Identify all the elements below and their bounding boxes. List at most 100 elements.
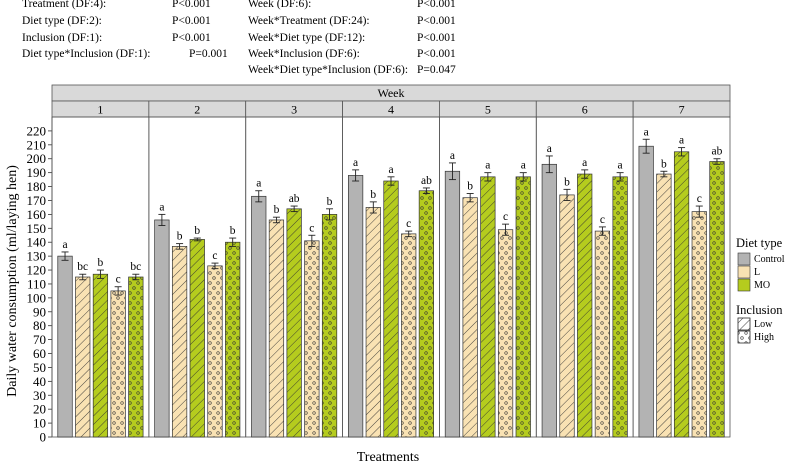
y-tick-label: 70 (33, 332, 46, 347)
significance-letter: a (450, 150, 455, 162)
y-tick-label: 60 (33, 346, 46, 361)
facet-strip-label: 6 (582, 103, 588, 117)
stat-p-diet-inclusion: P=0.001 (189, 48, 228, 60)
significance-letter: c (406, 218, 411, 230)
significance-letter: c (116, 274, 121, 286)
bar-week7-control (638, 145, 654, 438)
significance-letter: a (159, 201, 164, 213)
bar-week1-control (57, 255, 73, 438)
stat-p-week-treatment: P<0.001 (417, 15, 456, 27)
bar-pattern-high (612, 176, 628, 437)
bar-pattern-high (401, 233, 416, 437)
legend-swatch-control (737, 252, 751, 266)
stats-header: Treatment (DF:4): P<0.001 Diet type (DF:… (22, 0, 456, 76)
y-tick-label: 40 (33, 374, 46, 389)
bar-pattern-high (322, 214, 337, 437)
legend-swatch-low (737, 317, 751, 331)
bar-pattern-low (172, 246, 187, 437)
facet-strip-label: 2 (194, 103, 200, 117)
significance-letter: bc (77, 261, 88, 273)
bar-pattern-high (110, 290, 126, 437)
significance-letter: b (327, 196, 333, 208)
y-tick-label: 160 (27, 207, 47, 222)
legend-swatch-high (737, 330, 751, 344)
significance-letter: b (194, 225, 200, 237)
significance-letter: a (582, 157, 587, 169)
y-tick-label: 140 (27, 235, 47, 250)
legend-inclusion-title: Inclusion (736, 303, 783, 317)
stat-label-week-inclusion: Week*Inclusion (DF:6): (248, 48, 360, 60)
significance-letter: c (600, 214, 605, 226)
stat-label-treatment: Treatment (DF:4): (22, 0, 106, 10)
y-tick-label: 170 (27, 193, 47, 208)
significance-letter: a (62, 239, 67, 251)
significance-letter: b (230, 225, 236, 237)
legend-label-high: High (754, 332, 774, 343)
stat-label-week-diet-inclusion: Week*Diet type*Inclusion (DF:6): (248, 64, 408, 76)
stat-p-week-inclusion: P<0.001 (417, 48, 456, 60)
stat-p-week-diet-type: P<0.001 (417, 32, 456, 44)
bar-pattern-low (366, 207, 381, 437)
stat-label-week: Week (DF:6): (248, 0, 311, 10)
significance-letter: a (256, 178, 261, 190)
significance-letter: b (98, 257, 104, 269)
significance-letter: ab (421, 175, 432, 187)
stat-p-week: P<0.001 (417, 0, 456, 10)
bar-pattern-high (498, 229, 513, 437)
stat-p-treatment: P<0.001 (172, 0, 211, 10)
stat-label-week-diet-type: Week*Diet type (DF:12): (248, 32, 365, 44)
y-tick-label: 120 (27, 263, 47, 278)
legend-label-low: Low (754, 319, 773, 330)
significance-letter: a (618, 160, 623, 172)
facet-strip-label: 7 (679, 103, 685, 117)
bar-pattern-high (595, 231, 610, 437)
stat-label-diet-type: Diet type (DF:2): (22, 15, 102, 27)
y-tick-label: 90 (33, 304, 46, 319)
significance-letter: a (388, 164, 393, 176)
week-strip-title: Week (377, 86, 404, 100)
bar-pattern-high (207, 265, 223, 437)
significance-letter: b (564, 176, 570, 188)
facet-strip-label: 4 (388, 103, 394, 117)
bar-pattern-low (75, 277, 90, 437)
y-tick-label: 80 (33, 318, 46, 333)
bar-pattern-low (674, 151, 689, 438)
significance-letter: a (353, 157, 358, 169)
facet-strip-label: 3 (291, 103, 297, 117)
significance-letter: a (644, 126, 649, 138)
significance-letter: b (467, 181, 473, 193)
legend-diet-title: Diet type (736, 236, 783, 250)
y-axis: 0102030405060708090100110120130140150160… (27, 117, 53, 445)
y-tick-label: 180 (27, 179, 47, 194)
facet-strip-label: 1 (97, 103, 103, 117)
significance-letter: ab (289, 193, 300, 205)
y-tick-label: 210 (27, 137, 47, 152)
y-tick-label: 10 (33, 416, 46, 431)
bar-week6-control (541, 163, 557, 438)
significance-letter: c (212, 250, 217, 262)
stat-label-inclusion: Inclusion (DF:1): (22, 32, 102, 44)
significance-letter: c (503, 211, 508, 223)
legend-label-control: Control (754, 254, 785, 265)
significance-letter: b (661, 158, 667, 170)
stat-p-diet-type: P<0.001 (172, 15, 211, 27)
significance-letter: b (274, 204, 280, 216)
y-tick-label: 130 (27, 249, 47, 264)
bar-pattern-low (269, 219, 284, 437)
significance-letter: c (309, 222, 314, 234)
bar-week2-control (154, 219, 170, 438)
y-tick-label: 20 (33, 402, 46, 417)
bar-pattern-high (419, 190, 434, 437)
bar-pattern-low (559, 194, 575, 437)
bar-pattern-low (462, 197, 478, 437)
bar-pattern-low (577, 174, 592, 438)
bar-pattern-high (128, 277, 144, 437)
significance-letter: c (697, 193, 702, 205)
bar-week4-control (347, 175, 364, 438)
